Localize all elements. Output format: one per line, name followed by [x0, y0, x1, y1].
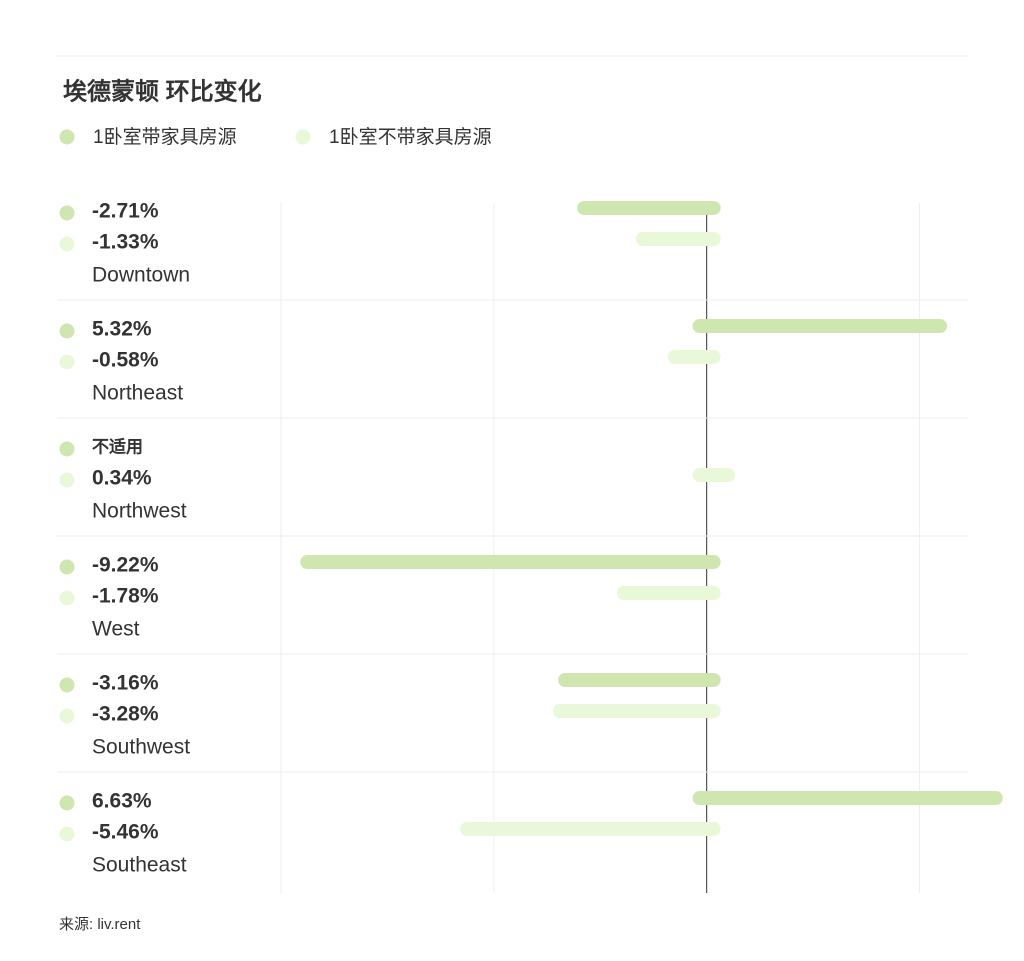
legend-dot [295, 129, 311, 145]
label-dot [59, 826, 75, 842]
value-label: 5.32% [92, 318, 152, 341]
label-dot [59, 590, 75, 606]
value-label: -2.71% [92, 200, 159, 223]
legend-label: 1卧室带家具房源 [93, 126, 237, 148]
label-dot [59, 795, 75, 811]
category-label: Southwest [92, 736, 190, 759]
value-label: -3.28% [92, 703, 159, 726]
category-label: Southeast [92, 854, 187, 877]
chart-title: 埃德蒙顿 环比变化 [63, 77, 262, 105]
label-dot [59, 323, 75, 339]
value-label: -9.22% [92, 554, 159, 577]
category-label: West [92, 618, 140, 641]
value-label: 6.63% [92, 790, 152, 813]
value-label: -3.16% [92, 672, 159, 695]
legend-label: 1卧室不带家具房源 [329, 126, 492, 148]
value-label: -5.46% [92, 821, 159, 844]
value-label: 0.34% [92, 467, 152, 490]
source: 来源: liv.rent [59, 916, 141, 933]
value-label: 不适用 [92, 437, 143, 456]
label-dot [59, 559, 75, 575]
category-label: Northwest [92, 500, 187, 523]
value-label: -0.58% [92, 349, 159, 372]
label-dot [59, 236, 75, 252]
value-label: -1.78% [92, 585, 159, 608]
label-dot [59, 677, 75, 693]
label-dot [59, 354, 75, 370]
legend-dot [59, 129, 75, 145]
category-label: Northeast [92, 382, 183, 405]
label-dot [59, 472, 75, 488]
label-dot [59, 205, 75, 221]
label-dot [59, 441, 75, 457]
value-label: -1.33% [92, 231, 159, 254]
category-label: Downtown [92, 264, 190, 287]
label-dot [59, 708, 75, 724]
